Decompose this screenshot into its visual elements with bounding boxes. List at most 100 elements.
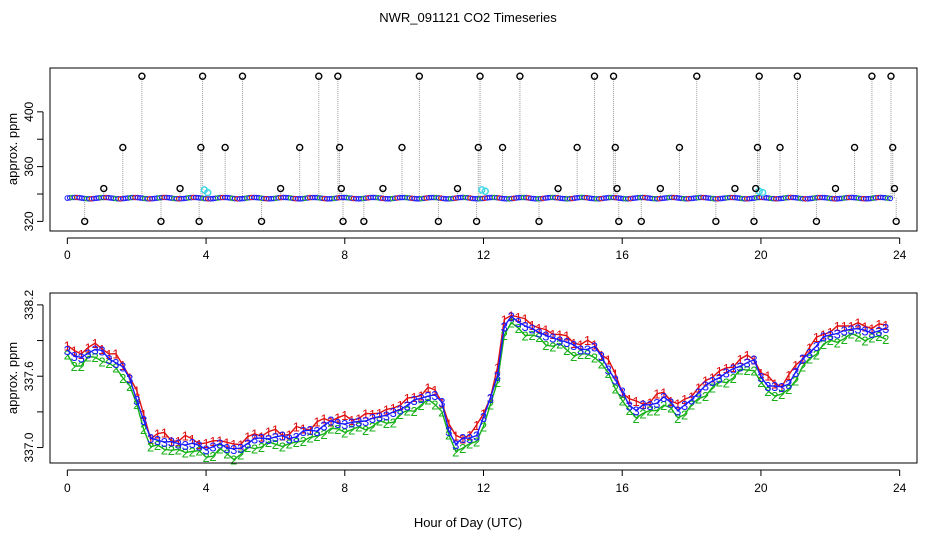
outlier-point xyxy=(890,184,899,193)
top-y-axis-label: approx. ppm xyxy=(5,113,20,185)
series-point-label: 2 xyxy=(771,389,778,404)
series-point-label: 2 xyxy=(605,366,612,381)
series-point-label: 1 xyxy=(105,347,112,362)
series-point-label: 1 xyxy=(230,437,237,452)
series-point-label: 2 xyxy=(494,375,501,390)
outlier-point xyxy=(398,143,406,152)
series-point-label: 1 xyxy=(743,348,750,363)
series-point-label: 2 xyxy=(480,419,487,434)
series-point-label: 3 xyxy=(743,356,750,371)
outlier-point xyxy=(100,184,108,193)
series-point-label: 3 xyxy=(681,398,688,413)
series-point-label: 1 xyxy=(847,319,854,334)
series-point-label: 1 xyxy=(119,358,126,373)
series-point-label: 3 xyxy=(750,353,757,368)
series-point-label: 2 xyxy=(84,350,91,365)
series-point-label: 1 xyxy=(161,425,168,440)
series-point-label: 2 xyxy=(383,416,390,431)
series-point-label: 2 xyxy=(452,444,459,459)
outlier-point xyxy=(339,217,347,226)
series-point-label: 1 xyxy=(709,370,716,385)
outlier-point xyxy=(656,184,665,193)
series-point-label: 2 xyxy=(404,404,411,419)
series-point-label: 2 xyxy=(688,398,695,413)
series-point-label: 2 xyxy=(147,440,154,455)
series-point-label: 2 xyxy=(300,434,307,449)
outlier-point xyxy=(335,143,344,152)
series-point-label: 3 xyxy=(459,431,466,446)
series-point-label: 1 xyxy=(549,327,556,342)
series-point-label: 2 xyxy=(417,398,424,413)
outlier-point xyxy=(637,217,645,226)
series-point-label: 3 xyxy=(383,408,390,423)
series-point-label: 3 xyxy=(424,389,431,404)
series-point-label: 1 xyxy=(348,413,355,428)
series-point-label: 1 xyxy=(424,380,431,395)
series-point-label: 2 xyxy=(313,429,320,444)
series-point-label: 3 xyxy=(230,442,237,457)
series-point-label: 1 xyxy=(854,316,861,331)
series-point-label: 1 xyxy=(515,310,522,325)
series-point-label: 1 xyxy=(189,432,196,447)
series-point-label: 3 xyxy=(251,431,258,446)
series-point-label: 1 xyxy=(674,397,681,412)
outlier-point xyxy=(812,217,821,226)
outlier-point xyxy=(476,72,484,80)
series-point-label: 3 xyxy=(556,333,563,348)
series-point-label: 3 xyxy=(64,343,71,358)
series-point-label: 1 xyxy=(355,412,362,427)
series-point-label: 3 xyxy=(487,391,494,406)
series-point-label: 3 xyxy=(78,350,85,365)
series-point-label: 2 xyxy=(202,450,209,465)
series-point-label: 1 xyxy=(84,341,91,356)
series-point-label: 3 xyxy=(182,438,189,453)
series-point-label: 3 xyxy=(410,393,417,408)
series-point-label: 1 xyxy=(861,319,868,334)
series-point-label: 3 xyxy=(362,414,369,429)
series-point-label: 1 xyxy=(612,367,619,382)
series-point-label: 1 xyxy=(466,428,473,443)
outlier-point xyxy=(516,72,524,80)
series-point-label: 1 xyxy=(521,312,528,327)
series-point-label: 2 xyxy=(306,430,313,445)
series-point-label: 2 xyxy=(195,444,202,459)
series-point-label: 3 xyxy=(327,414,334,429)
series-point-label: 2 xyxy=(716,374,723,389)
series-point-label: 2 xyxy=(674,411,681,426)
series-point-label: 1 xyxy=(237,438,244,453)
series-point-label: 1 xyxy=(834,319,841,334)
series-point-label: 3 xyxy=(265,432,272,447)
series-point-label: 2 xyxy=(71,359,78,374)
series-point-label: 1 xyxy=(376,406,383,421)
series-point-label: 2 xyxy=(431,397,438,412)
series-point-label: 2 xyxy=(660,398,667,413)
series-point-label: 3 xyxy=(112,356,119,371)
series-point-label: 2 xyxy=(362,423,369,438)
outlier-point xyxy=(197,143,205,152)
series-point-label: 2 xyxy=(466,437,473,452)
series-point-label: 3 xyxy=(771,379,778,394)
series-point-label: 3 xyxy=(84,346,91,361)
outlier-point xyxy=(892,217,900,226)
series-point-label: 3 xyxy=(612,373,619,388)
series-point-label: 1 xyxy=(209,434,216,449)
series-point-label: 2 xyxy=(681,408,688,423)
series-point-label: 2 xyxy=(237,447,244,462)
series-point-label: 3 xyxy=(147,431,154,446)
series-point-label: 2 xyxy=(778,387,785,402)
series-point-label: 1 xyxy=(112,347,119,362)
series-point-label: 3 xyxy=(452,437,459,452)
series-point-label: 3 xyxy=(306,423,313,438)
series-line-3 xyxy=(66,315,887,451)
series-point-label: 3 xyxy=(861,323,868,338)
series-point-label: 2 xyxy=(619,394,626,409)
series-point-label: 2 xyxy=(549,339,556,354)
x-tick-label: 16 xyxy=(616,248,630,262)
series-point-label: 1 xyxy=(452,428,459,443)
series-point-label: 3 xyxy=(598,349,605,364)
series-point-label: 3 xyxy=(716,371,723,386)
y-tick-label: 337.6 xyxy=(22,361,36,391)
series-point-label: 2 xyxy=(112,361,119,376)
